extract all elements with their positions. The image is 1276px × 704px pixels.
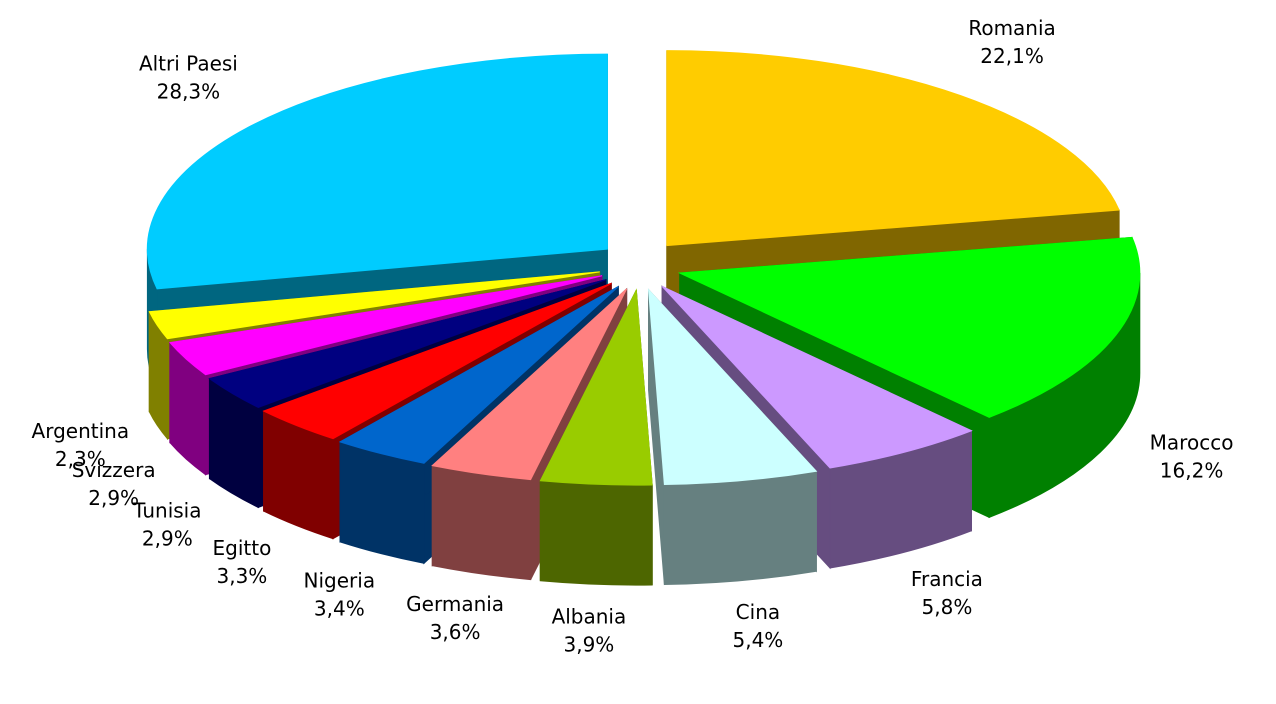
slice-label: Tunisia [132,498,201,522]
slice-label: Svizzera [72,458,156,482]
value-label: 3,3% [217,564,268,588]
slice [539,288,653,486]
slice-label: Nigeria [304,569,376,593]
slice-label: Romania [968,16,1055,40]
value-label: 3,9% [564,633,615,657]
value-label: 2,3% [55,447,106,471]
slice [168,275,603,376]
slice [208,279,607,408]
value-label: 3,6% [430,620,481,644]
slice [666,50,1120,247]
value-label: 2,9% [142,526,193,550]
slice-label: Francia [911,567,983,591]
slice-wall [431,465,532,581]
slice [262,282,612,440]
value-label: 2,9% [88,486,139,510]
slice-wall [663,470,817,586]
slice [338,286,619,464]
slice-label: Altri Paesi [139,51,238,75]
slice-label: Argentina [32,419,130,443]
slice-label: Germania [406,592,504,616]
slice-label: Egitto [213,536,272,560]
slice [146,53,608,290]
value-label: 22,1% [980,44,1044,68]
slice-label: Cina [736,600,780,624]
slice [148,271,600,340]
value-label: 3,4% [314,597,365,621]
slice [661,285,973,469]
slice [647,288,818,486]
slice-label: Marocco [1150,431,1234,455]
value-label: 28,3% [157,79,221,103]
slice [431,288,628,481]
slice-wall [539,480,653,586]
value-label: 16,2% [1160,459,1224,483]
slice-label: Albania [552,605,627,629]
slice [677,236,1141,418]
value-label: 5,8% [922,595,973,619]
value-label: 5,4% [732,628,783,652]
